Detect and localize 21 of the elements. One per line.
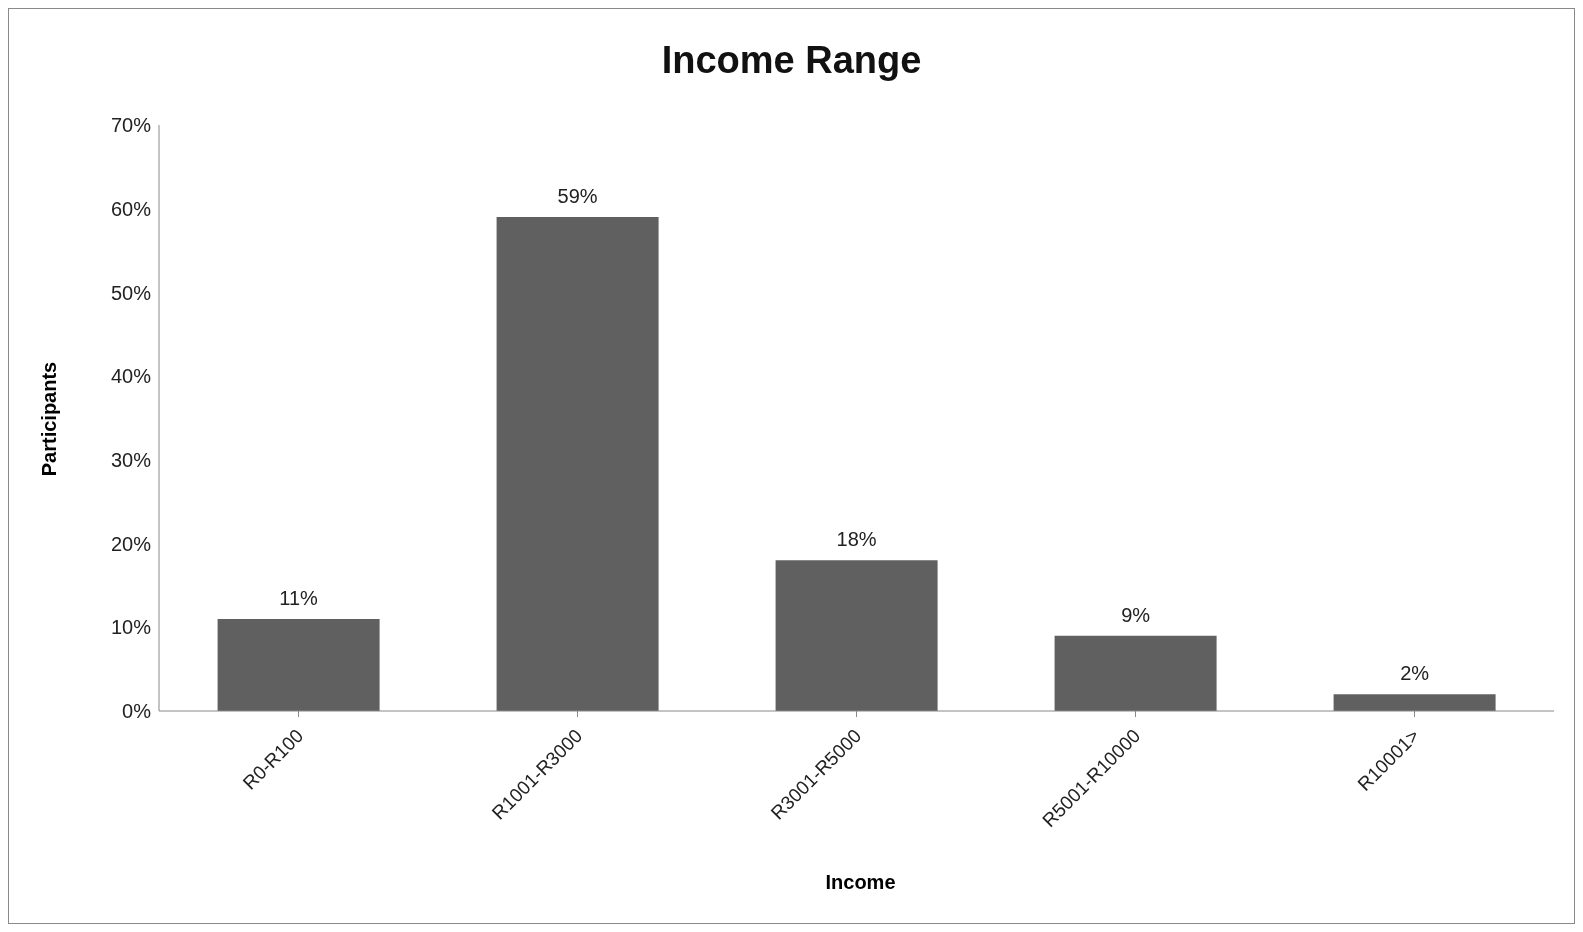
x-axis-title: Income (824, 871, 897, 894)
y-tick-label: 10% (110, 616, 152, 639)
y-tick-label: 20% (110, 532, 152, 555)
y-axis-title: Participants (37, 361, 61, 477)
data-label: 2% (1400, 662, 1430, 685)
bar (1333, 694, 1496, 711)
data-label: 59% (557, 185, 598, 208)
chart-title: Income Range (660, 39, 923, 82)
data-label: 18% (836, 528, 877, 551)
bar (217, 618, 380, 711)
y-tick-label: 50% (110, 281, 152, 304)
y-tick-label: 30% (110, 448, 152, 471)
y-tick-label: 0% (122, 700, 152, 723)
bar (775, 560, 938, 711)
y-tick-label: 70% (110, 114, 152, 137)
bar (1054, 635, 1217, 711)
data-label: 11% (279, 586, 319, 609)
y-tick-label: 60% (110, 197, 152, 220)
bar (496, 217, 659, 711)
y-tick-label: 40% (110, 365, 152, 388)
data-label: 9% (1121, 603, 1151, 626)
